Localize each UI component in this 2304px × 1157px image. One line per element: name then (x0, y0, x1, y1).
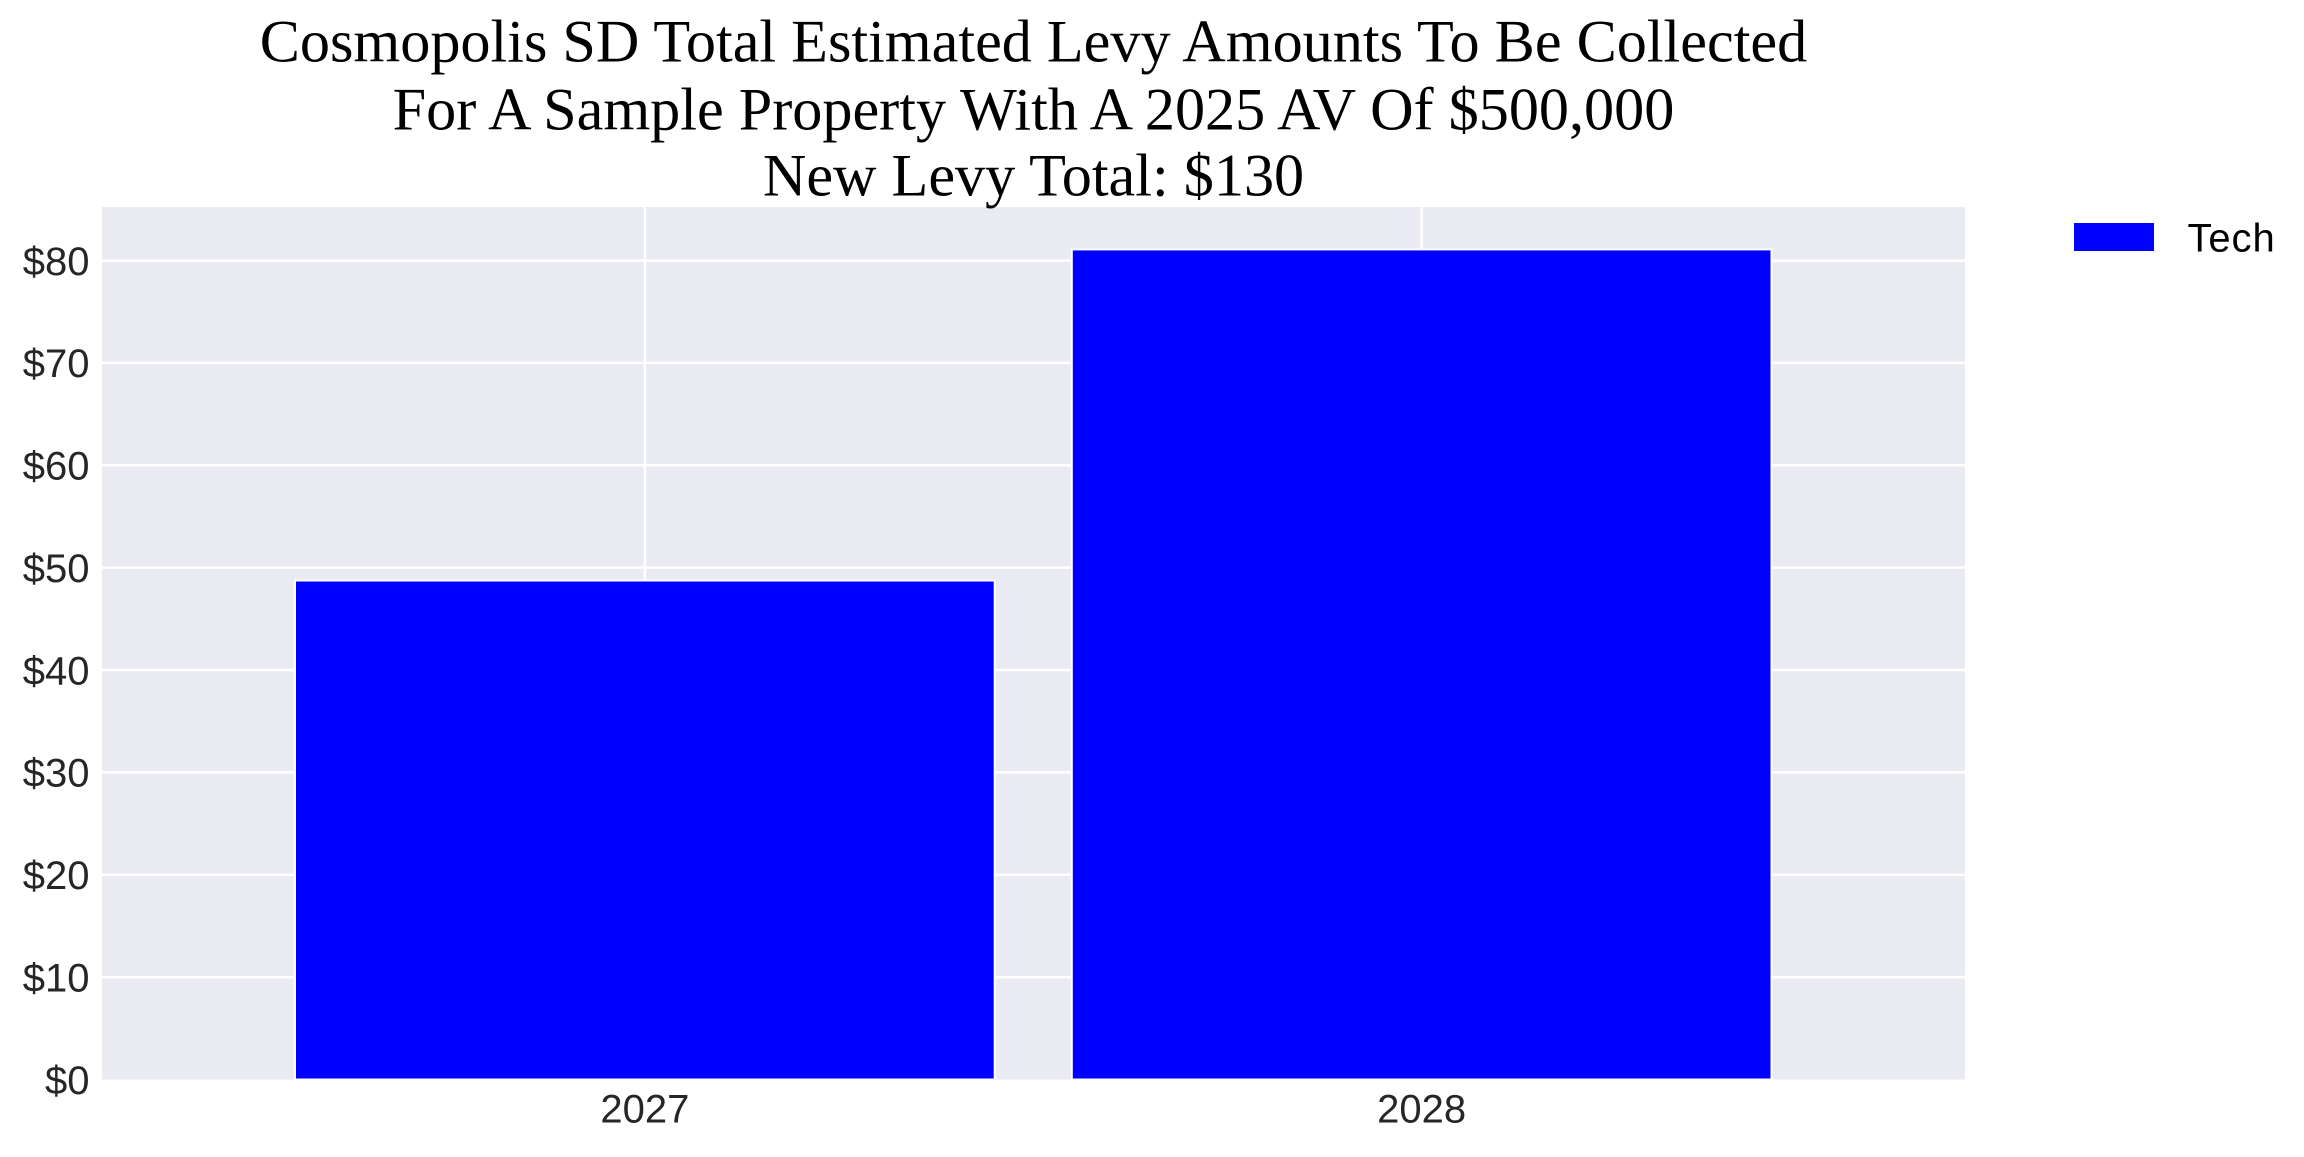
svg-text:Cosmopolis SD Total Estimated: Cosmopolis SD Total Estimated Levy Amoun… (260, 9, 1807, 76)
svg-text:$70: $70 (23, 342, 90, 386)
svg-text:$10: $10 (23, 956, 90, 1000)
svg-text:$80: $80 (23, 240, 90, 284)
svg-text:Tech: Tech (2188, 216, 2276, 260)
svg-text:$60: $60 (23, 445, 90, 489)
svg-text:$20: $20 (23, 854, 90, 898)
svg-text:2027: 2027 (600, 1087, 689, 1131)
svg-text:$50: $50 (23, 547, 90, 591)
svg-text:$40: $40 (23, 649, 90, 693)
svg-text:2028: 2028 (1377, 1087, 1466, 1131)
svg-text:New Levy Total: $130: New Levy Total: $130 (763, 142, 1304, 209)
svg-text:$0: $0 (45, 1059, 90, 1103)
svg-text:For A Sample Property With A 2: For A Sample Property With A 2025 AV Of … (393, 76, 1675, 143)
svg-text:$30: $30 (23, 752, 90, 796)
